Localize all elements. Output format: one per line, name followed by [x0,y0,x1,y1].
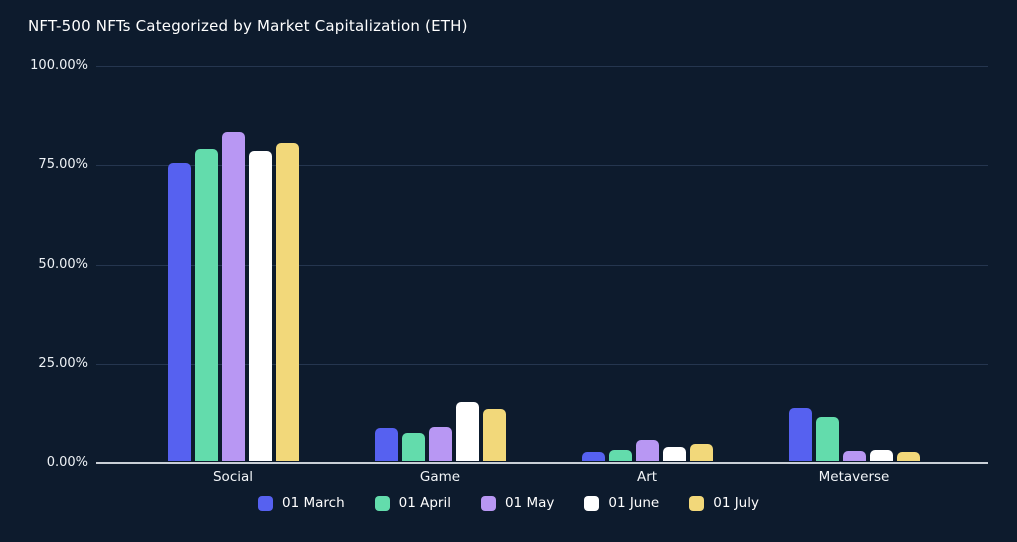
bar-art-01-march [581,451,605,461]
bar-social-01-may [221,131,245,461]
bar-social-01-march [167,163,191,461]
gridline [96,66,988,67]
plot-area [96,64,988,464]
category-label-game: Game [419,469,461,485]
legend: 01 March 01 April 01 May 01 June 01 July [0,495,1017,511]
gridline [96,363,988,365]
y-tick-label: 100.00% [30,58,88,73]
bar-metaverse-01-june [869,449,893,461]
category-label-metaverse: Metaverse [818,469,890,485]
bar-social-01-april [194,149,218,461]
legend-label: 01 March [282,495,345,511]
category-label-social: Social [212,469,254,485]
y-tick-label: 75.00% [38,157,88,173]
legend-item-01-april[interactable]: 01 April [374,495,451,511]
bar-group-social [167,64,299,461]
y-tick-label: 50.00% [38,256,88,272]
bar-game-01-may [428,426,452,461]
legend-swatch [374,495,390,511]
legend-swatch [689,495,705,511]
bar-metaverse-01-april [815,416,839,461]
bar-art-01-july [689,444,713,461]
chart-title: NFT-500 NFTs Categorized by Market Capit… [28,17,468,35]
bar-art-01-april [608,450,632,461]
y-tick-label: 25.00% [38,355,88,371]
bar-social-01-june [248,151,272,461]
legend-item-01-june[interactable]: 01 June [584,495,659,511]
category-label-art: Art [636,469,658,485]
bar-game-01-march [374,428,398,461]
bar-social-01-july [275,143,299,461]
bar-art-01-may [635,439,659,461]
legend-label: 01 July [713,495,759,511]
y-tick-label: 0.00% [46,455,88,470]
bar-group-art [581,64,713,461]
bar-art-01-june [662,446,686,461]
legend-label: 01 April [398,495,451,511]
legend-swatch [258,495,274,511]
bar-game-01-april [401,432,425,461]
legend-item-01-march[interactable]: 01 March [258,495,345,511]
legend-item-01-may[interactable]: 01 May [480,495,555,511]
bar-metaverse-01-may [842,450,866,461]
gridline [96,264,988,266]
bar-group-metaverse [788,64,920,461]
legend-label: 01 May [504,495,555,511]
legend-swatch [480,495,496,511]
legend-item-01-july[interactable]: 01 July [689,495,759,511]
x-axis: Social Game Art Metaverse [96,469,988,489]
bar-game-01-june [455,402,479,461]
legend-label: 01 June [608,495,660,511]
bar-metaverse-01-july [896,451,920,461]
legend-swatch [584,495,600,511]
bar-metaverse-01-march [788,407,812,461]
bar-game-01-july [482,408,506,461]
bar-group-game [374,64,506,461]
x-axis-line [96,462,988,464]
gridline [96,165,988,167]
